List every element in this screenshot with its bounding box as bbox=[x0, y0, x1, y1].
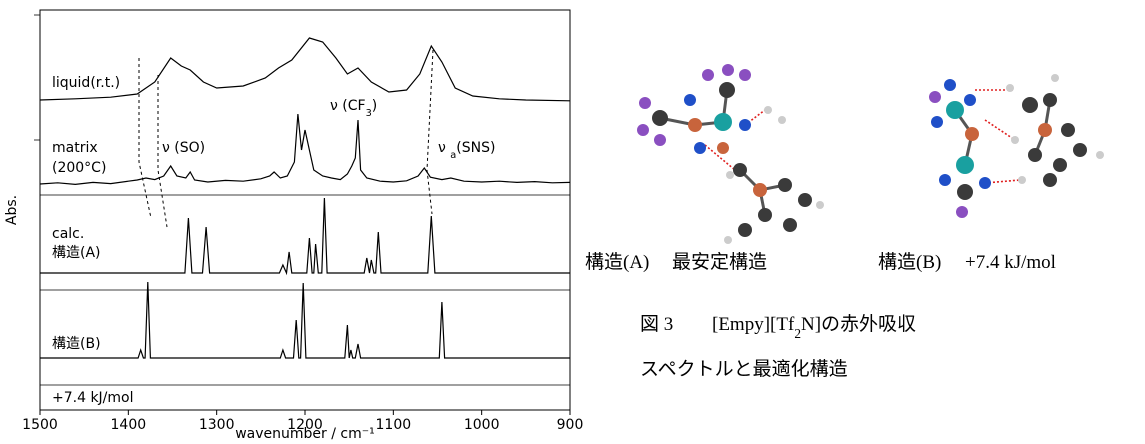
x-tick-label: 1000 bbox=[464, 417, 500, 433]
spectrum-line bbox=[40, 198, 570, 273]
connector bbox=[139, 58, 151, 218]
text-part: ν (SO) bbox=[162, 140, 205, 156]
plot-frame bbox=[40, 10, 570, 410]
x-tick-label: 900 bbox=[557, 417, 584, 433]
x-tick-label: 1400 bbox=[111, 417, 147, 433]
structure-note: 最安定構造 bbox=[672, 251, 767, 273]
spectrum-line bbox=[40, 38, 570, 101]
y-axis-label: Abs. bbox=[4, 195, 20, 225]
peak-annotation: ν a(SNS) bbox=[438, 140, 495, 161]
x-tick-label: 1300 bbox=[199, 417, 235, 433]
text-part: (SNS) bbox=[456, 140, 495, 156]
text-part: N]の赤外吸収 bbox=[801, 313, 916, 335]
trace-label: 構造(A) bbox=[52, 245, 101, 261]
structure-label: 構造(B) bbox=[878, 251, 941, 273]
structure-b-image bbox=[929, 74, 1104, 218]
subscript: 2 bbox=[794, 326, 801, 341]
x-tick-label: 1500 bbox=[22, 417, 58, 433]
x-axis-label: wavenumber / cm⁻¹ bbox=[235, 426, 375, 442]
connector bbox=[427, 50, 433, 214]
structure-a-image bbox=[637, 64, 824, 244]
text-part: [Empy][Tf bbox=[712, 314, 795, 335]
text-part: ν bbox=[438, 140, 450, 156]
structure-note: +7.4 kJ/mol bbox=[965, 252, 1056, 273]
trace-label: 構造(B) bbox=[52, 336, 101, 352]
x-tick-label: 1100 bbox=[376, 417, 412, 433]
trace-label: +7.4 kJ/mol bbox=[52, 390, 134, 406]
trace-label: matrix bbox=[52, 140, 98, 156]
structure-label: 構造(A) bbox=[585, 251, 649, 273]
spectrum-line bbox=[40, 282, 570, 358]
caption-number: 図 3 bbox=[640, 314, 673, 335]
peak-annotation: ν (CF3) bbox=[330, 98, 377, 119]
trace-label: liquid(r.t.) bbox=[52, 75, 120, 91]
figure: {"chart_data":{"type":"line","xlabel":"w… bbox=[0, 0, 1145, 444]
trace-label: calc. bbox=[52, 226, 84, 242]
connectors bbox=[139, 50, 433, 227]
peak-annotation: ν (SO) bbox=[162, 140, 205, 156]
caption-line: スペクトルと最適化構造 bbox=[640, 358, 848, 380]
text-part: ν (CF bbox=[330, 98, 366, 114]
text-part: ) bbox=[372, 98, 377, 114]
caption-line: [Empy][Tf2N]の赤外吸収 bbox=[712, 313, 916, 341]
trace-label: (200°C) bbox=[52, 160, 106, 176]
